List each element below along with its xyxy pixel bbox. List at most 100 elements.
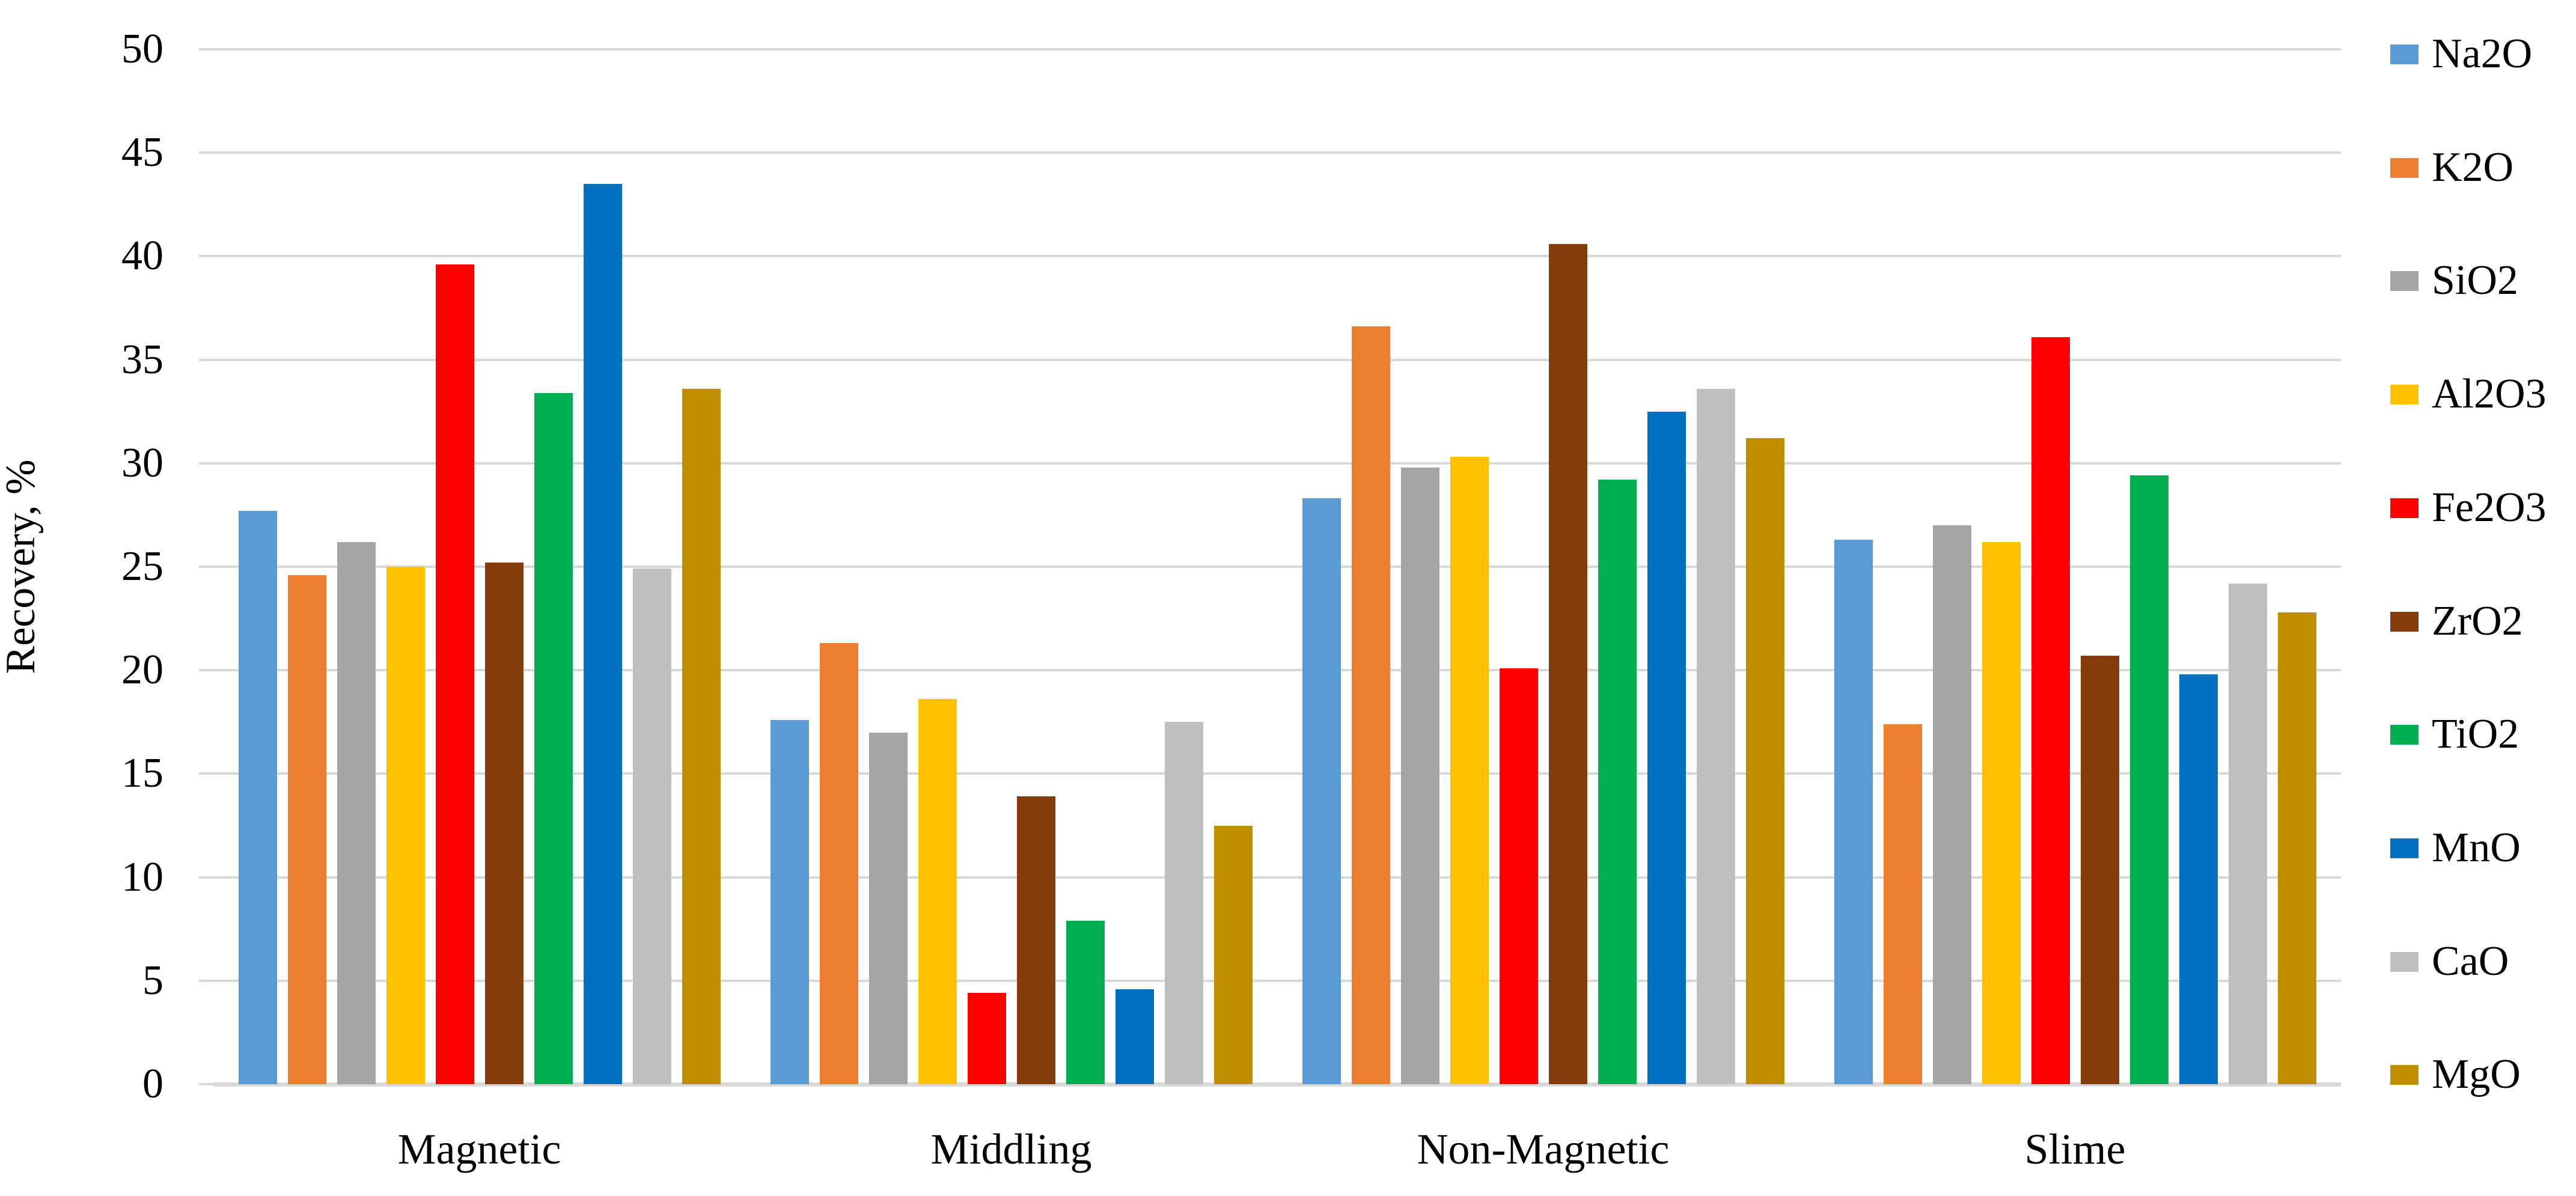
legend-label-MgO: MgO <box>2432 1051 2521 1097</box>
category-label-Non-Magnetic: Non-Magnetic <box>1417 1125 1670 1173</box>
bar-MnO-Non-Magnetic <box>1647 411 1686 1084</box>
bar-Fe2O3-Middling <box>968 993 1006 1084</box>
y-tick-mark <box>199 358 215 361</box>
bar-SiO2-Slime <box>1933 525 1971 1084</box>
legend-item-MgO: MgO <box>2390 1051 2521 1099</box>
bar-MnO-Middling <box>1116 989 1154 1084</box>
gridline <box>213 462 2341 465</box>
y-tick-mark <box>199 772 215 775</box>
bar-SiO2-Non-Magnetic <box>1401 467 1439 1084</box>
y-tick-mark <box>199 255 215 258</box>
y-tick-mark <box>199 979 215 982</box>
legend-label-Fe2O3: Fe2O3 <box>2432 484 2547 531</box>
bar-Na2O-Slime <box>1834 540 1873 1084</box>
bar-Na2O-Magnetic <box>239 511 277 1084</box>
legend-label-TiO2: TiO2 <box>2432 711 2520 757</box>
gridline <box>213 979 2341 982</box>
bar-CaO-Middling <box>1165 722 1203 1084</box>
legend-item-Na2O: Na2O <box>2390 30 2532 78</box>
legend-label-Na2O: Na2O <box>2432 31 2533 77</box>
y-tick-label: 40 <box>121 233 163 279</box>
y-tick-label: 25 <box>121 543 163 590</box>
gridline <box>213 48 2341 50</box>
bar-Fe2O3-Slime <box>2031 337 2070 1084</box>
legend-swatch-Al2O3 <box>2390 384 2419 404</box>
legend-swatch-MgO <box>2390 1064 2419 1085</box>
bar-K2O-Magnetic <box>288 575 326 1084</box>
bar-Fe2O3-Magnetic <box>436 264 474 1084</box>
gridline <box>213 151 2341 154</box>
y-tick-mark <box>199 151 215 154</box>
legend-item-Fe2O3: Fe2O3 <box>2390 484 2547 532</box>
bar-K2O-Slime <box>1884 724 1922 1084</box>
gridline <box>213 669 2341 672</box>
gridline <box>213 876 2341 879</box>
legend-swatch-TiO2 <box>2390 724 2419 745</box>
bar-ZrO2-Non-Magnetic <box>1549 243 1587 1084</box>
y-tick-mark <box>199 669 215 672</box>
legend-label-MnO: MnO <box>2432 825 2521 871</box>
bar-ZrO2-Magnetic <box>485 563 523 1084</box>
bar-CaO-Magnetic <box>633 569 671 1084</box>
bar-MgO-Magnetic <box>682 388 721 1084</box>
category-label-Middling: Middling <box>930 1125 1092 1173</box>
legend-label-Al2O3: Al2O3 <box>2432 371 2547 417</box>
legend-item-TiO2: TiO2 <box>2390 710 2519 758</box>
bar-Al2O3-Magnetic <box>386 567 425 1084</box>
bar-K2O-Non-Magnetic <box>1352 326 1390 1084</box>
bar-TiO2-Non-Magnetic <box>1598 480 1637 1084</box>
y-tick-label: 20 <box>121 647 163 694</box>
bar-K2O-Middling <box>820 643 858 1084</box>
bar-MnO-Magnetic <box>584 183 622 1084</box>
bar-MnO-Slime <box>2179 674 2218 1084</box>
legend-label-K2O: K2O <box>2432 144 2514 191</box>
bar-Na2O-Non-Magnetic <box>1302 498 1341 1084</box>
bar-TiO2-Middling <box>1066 920 1105 1084</box>
legend-swatch-K2O <box>2390 157 2419 178</box>
bar-Fe2O3-Non-Magnetic <box>1500 668 1538 1084</box>
category-label-Magnetic: Magnetic <box>397 1125 561 1173</box>
bar-MgO-Slime <box>2278 612 2316 1084</box>
gridline <box>213 358 2341 361</box>
legend-item-SiO2: SiO2 <box>2390 257 2518 305</box>
legend-item-ZrO2: ZrO2 <box>2390 597 2523 645</box>
bar-MgO-Non-Magnetic <box>1746 438 1784 1084</box>
x-axis-line <box>213 1082 2341 1087</box>
legend-item-MnO: MnO <box>2390 824 2521 872</box>
legend-swatch-Fe2O3 <box>2390 498 2419 518</box>
bar-ZrO2-Slime <box>2081 656 2119 1084</box>
y-tick-mark <box>199 566 215 568</box>
bar-CaO-Slime <box>2229 583 2267 1084</box>
gridline <box>213 772 2341 775</box>
y-tick-mark <box>199 462 215 465</box>
legend-label-SiO2: SiO2 <box>2432 257 2518 304</box>
y-tick-label: 5 <box>142 957 163 1004</box>
legend-swatch-CaO <box>2390 951 2419 972</box>
bar-Al2O3-Non-Magnetic <box>1450 457 1489 1084</box>
bar-CaO-Non-Magnetic <box>1697 388 1735 1084</box>
legend-swatch-Na2O <box>2390 44 2419 64</box>
bar-ZrO2-Middling <box>1017 796 1055 1084</box>
legend-swatch-MnO <box>2390 838 2419 858</box>
legend-label-ZrO2: ZrO2 <box>2432 598 2523 644</box>
bar-Al2O3-Slime <box>1982 542 2021 1084</box>
y-tick-label: 10 <box>121 853 163 900</box>
legend-swatch-ZrO2 <box>2390 611 2419 632</box>
y-tick-label: 0 <box>142 1061 163 1107</box>
bar-Al2O3-Middling <box>918 699 957 1084</box>
legend-swatch-SiO2 <box>2390 270 2419 291</box>
y-tick-label: 35 <box>121 336 163 383</box>
category-label-Slime: Slime <box>2024 1125 2126 1173</box>
bar-SiO2-Magnetic <box>337 542 376 1084</box>
legend-item-Al2O3: Al2O3 <box>2390 370 2547 418</box>
y-tick-label: 15 <box>121 750 163 797</box>
bar-SiO2-Middling <box>869 732 908 1084</box>
gridline <box>213 566 2341 568</box>
bar-MgO-Middling <box>1214 825 1253 1084</box>
y-tick-mark <box>199 1083 215 1085</box>
gridline <box>213 255 2341 258</box>
bar-Na2O-Middling <box>771 719 809 1084</box>
y-tick-label: 45 <box>121 129 163 176</box>
